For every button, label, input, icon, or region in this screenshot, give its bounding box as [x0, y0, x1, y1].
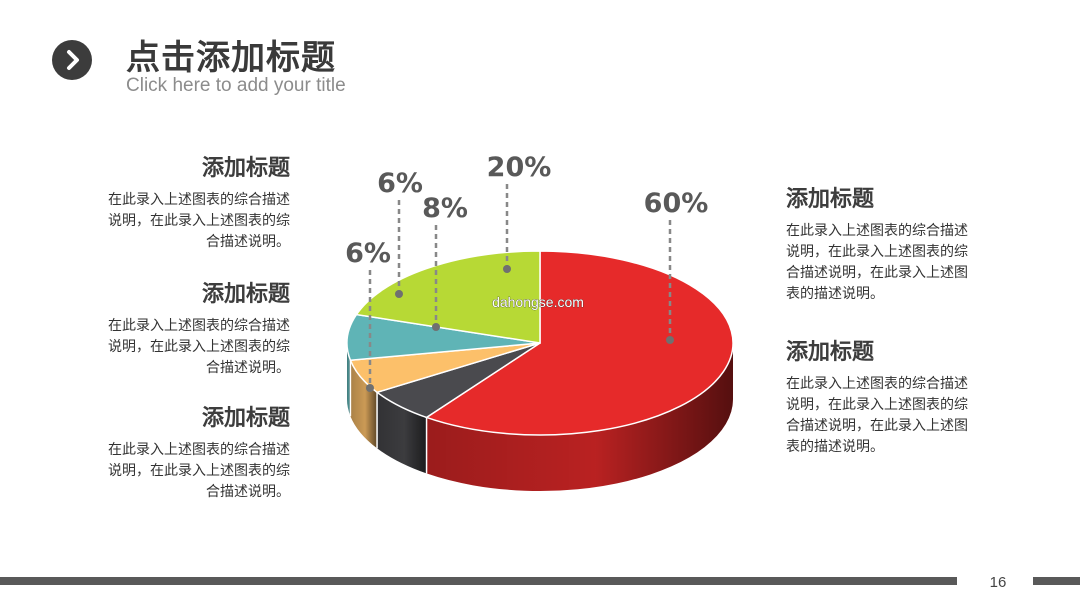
leader-dot [432, 323, 440, 331]
data-label: 20% [487, 152, 552, 183]
page-number: 16 [989, 574, 1007, 591]
block-description: 在此录入上述图表的综合描述说明，在此录入上述图表的综合描述说明。 [108, 192, 290, 250]
pie-slice-side-shade [350, 360, 378, 449]
footer-bar [0, 577, 957, 585]
page-subtitle: Click here to add your title [126, 75, 346, 96]
pie-slice [424, 250, 734, 436]
data-label: 6% [377, 168, 423, 199]
leader-dot [366, 384, 374, 392]
pie-slice-side-shade [377, 392, 427, 474]
leader-dot [503, 265, 511, 273]
text-block-right-2: 添加标题 在此录入上述图表的综合描述说明，在此录入上述图表的综合描述说明，在此录… [786, 334, 976, 458]
leader-dot [666, 336, 674, 344]
pie-slice [355, 250, 541, 344]
data-label: 60% [644, 188, 709, 219]
text-block-left-2: 添加标题 在此录入上述图表的综合描述说明，在此录入上述图表的综合描述说明。 [100, 276, 290, 379]
watermark-text: dahongse.com [492, 294, 584, 310]
pie-slice-side-shade [347, 343, 351, 417]
block-title: 添加标题 [201, 156, 290, 181]
block-description: 在此录入上述图表的综合描述说明，在此录入上述图表的综合描述说明，在此录入上述图表… [786, 376, 968, 455]
text-block-left-1: 添加标题 在此录入上述图表的综合描述说明，在此录入上述图表的综合描述说明。 [100, 150, 290, 253]
block-title: 添加标题 [201, 282, 290, 307]
page-title: 点击添加标题 [126, 38, 336, 78]
pie-slice-side-shade [426, 343, 733, 491]
text-block-left-3: 添加标题 在此录入上述图表的综合描述说明，在此录入上述图表的综合描述说明。 [100, 400, 290, 503]
leader-dot [395, 290, 403, 298]
block-description: 在此录入上述图表的综合描述说明，在此录入上述图表的综合描述说明。 [108, 318, 290, 376]
chevron-right-icon [52, 40, 92, 80]
footer-bar [1033, 577, 1080, 585]
pie-slice [346, 313, 541, 362]
block-description: 在此录入上述图表的综合描述说明，在此录入上述图表的综合描述说明，在此录入上述图表… [786, 223, 968, 302]
block-title: 添加标题 [201, 406, 290, 431]
block-title: 添加标题 [786, 187, 875, 212]
data-label: 6% [345, 238, 391, 269]
data-label: 8% [422, 193, 468, 224]
block-title: 添加标题 [786, 340, 875, 365]
text-block-right-1: 添加标题 在此录入上述图表的综合描述说明，在此录入上述图表的综合描述说明，在此录… [786, 181, 976, 305]
block-description: 在此录入上述图表的综合描述说明，在此录入上述图表的综合描述说明。 [108, 442, 290, 500]
